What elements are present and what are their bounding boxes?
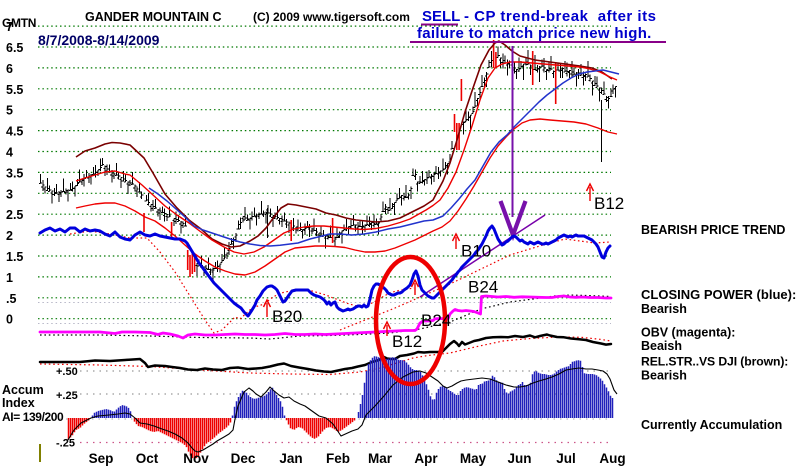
- svg-text:SELL: SELL: [422, 8, 460, 25]
- svg-text:+.25: +.25: [56, 390, 78, 402]
- svg-text:Jul: Jul: [556, 451, 576, 466]
- svg-text:4: 4: [6, 146, 13, 160]
- svg-text:1.5: 1.5: [6, 250, 23, 264]
- svg-text:REL.STR..VS DJI (brown):: REL.STR..VS DJI (brown):: [641, 355, 788, 369]
- svg-text:7: 7: [6, 20, 13, 34]
- svg-text:B20: B20: [272, 307, 302, 326]
- svg-text:Bearish: Bearish: [641, 369, 687, 383]
- svg-text:5.5: 5.5: [6, 83, 23, 97]
- svg-text:Feb: Feb: [326, 451, 350, 466]
- svg-text:1: 1: [6, 271, 13, 285]
- svg-text:.5: .5: [6, 292, 16, 306]
- svg-text:6.5: 6.5: [6, 41, 23, 55]
- svg-text:Dec: Dec: [231, 451, 256, 466]
- svg-text:B24: B24: [421, 311, 451, 330]
- svg-text:Mar: Mar: [368, 451, 393, 466]
- svg-text:+.50: +.50: [56, 366, 78, 378]
- svg-text:6: 6: [6, 62, 13, 76]
- svg-text:B12: B12: [594, 194, 624, 213]
- svg-text:5: 5: [6, 104, 13, 118]
- svg-text:(C) 2009 www.tigersoft.com: (C) 2009 www.tigersoft.com: [253, 10, 410, 24]
- svg-text:2.5: 2.5: [6, 208, 23, 222]
- svg-text:Aug: Aug: [599, 451, 625, 466]
- svg-text:Sep: Sep: [89, 451, 114, 466]
- svg-text:4.5: 4.5: [6, 125, 23, 139]
- svg-text:AI= 139/200: AI= 139/200: [2, 410, 64, 424]
- svg-text:BEARISH PRICE TREND: BEARISH PRICE TREND: [641, 223, 785, 237]
- svg-text:Oct: Oct: [136, 451, 159, 466]
- svg-text:Jun: Jun: [507, 451, 531, 466]
- svg-text:3.5: 3.5: [6, 166, 23, 180]
- svg-text:- CP trend-break after its: - CP trend-break after its: [464, 8, 656, 25]
- svg-text:Apr: Apr: [414, 451, 438, 466]
- svg-text:Bearish: Bearish: [641, 302, 687, 316]
- svg-text:B10: B10: [461, 242, 491, 261]
- svg-text:Currently Accumulation: Currently Accumulation: [641, 418, 782, 432]
- svg-text:Index: Index: [2, 396, 35, 410]
- svg-text:0: 0: [6, 313, 13, 327]
- svg-text:CLOSING POWER (blue):: CLOSING POWER (blue):: [641, 287, 796, 302]
- svg-text:Nov: Nov: [183, 451, 209, 466]
- svg-text:B24: B24: [468, 278, 498, 297]
- svg-text:3: 3: [6, 187, 13, 201]
- svg-text:8/7/2008-8/14/2009: 8/7/2008-8/14/2009: [38, 32, 160, 48]
- svg-text:Beaish: Beaish: [641, 339, 682, 353]
- svg-text:GANDER MOUNTAIN C: GANDER MOUNTAIN C: [85, 10, 222, 24]
- svg-text:failure to match price new hig: failure to match price new high.: [417, 25, 652, 42]
- svg-text:May: May: [460, 451, 487, 466]
- svg-text:2: 2: [6, 229, 13, 243]
- svg-text:-.25: -.25: [56, 438, 75, 450]
- svg-text:Accum: Accum: [2, 383, 44, 397]
- svg-text:B12: B12: [392, 332, 422, 351]
- svg-text:GMTN: GMTN: [2, 16, 36, 30]
- svg-text:OBV (magenta):: OBV (magenta):: [641, 326, 735, 340]
- svg-text:Jan: Jan: [279, 451, 302, 466]
